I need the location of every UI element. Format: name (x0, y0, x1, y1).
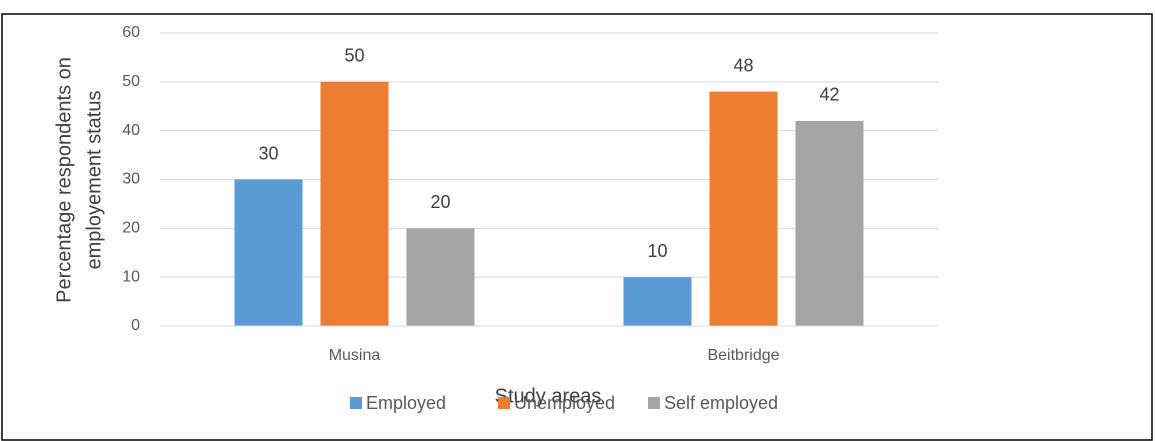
y-tick-label: 50 (122, 73, 140, 90)
x-tick-label: Beitbridge (707, 347, 779, 364)
y-axis-label-line: employement status (83, 91, 105, 270)
y-tick-label: 60 (122, 24, 140, 41)
bar (623, 277, 692, 326)
bar (795, 120, 864, 327)
y-tick-label: 30 (122, 171, 140, 188)
y-tick-label: 10 (122, 268, 140, 285)
data-label: 48 (733, 55, 753, 75)
y-tick-label: 40 (122, 122, 140, 139)
legend-swatch (498, 397, 510, 409)
y-tick-label: 20 (122, 220, 140, 237)
data-label: 20 (430, 192, 450, 212)
bar (234, 179, 303, 326)
x-axis-label: Study areas (495, 385, 602, 407)
bar (709, 91, 778, 326)
legend-label: Unemployed (514, 393, 615, 413)
legend-label: Employed (366, 393, 446, 413)
data-label: 50 (344, 46, 364, 66)
data-label: 10 (647, 241, 667, 261)
bar (320, 81, 389, 326)
data-label: 30 (258, 143, 278, 163)
legend-swatch (648, 397, 660, 409)
y-axis-label-line: Percentage respondents on (53, 57, 75, 303)
bar (406, 228, 475, 326)
x-tick-label: Musina (329, 347, 381, 364)
legend-swatch (350, 397, 362, 409)
legend-label: Self employed (664, 393, 778, 413)
data-label: 42 (819, 85, 839, 105)
y-tick-label: 0 (131, 317, 140, 334)
y-axis-label: Percentage respondents on employement sta… (53, 57, 105, 303)
chart-border (1, 13, 1153, 441)
